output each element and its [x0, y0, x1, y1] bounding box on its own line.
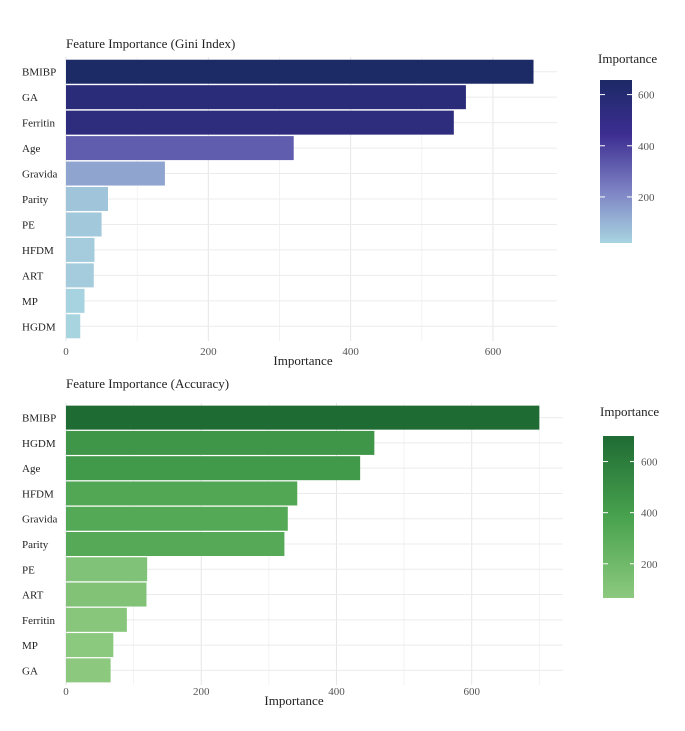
x-tick-label: 0: [63, 686, 69, 698]
category-label: Gravida: [22, 514, 58, 526]
bar-ga: [66, 85, 466, 110]
bar-mp: [66, 633, 114, 658]
x-tick-label: 200: [200, 346, 217, 358]
category-label: ART: [22, 270, 44, 282]
bar-ferritin: [66, 607, 127, 632]
bar-gravida: [66, 161, 165, 186]
category-label: GA: [22, 92, 38, 104]
bar-hgdm: [66, 430, 375, 455]
x-axis-label: Importance: [264, 693, 323, 708]
category-label: HFDM: [22, 488, 54, 500]
bar-parity: [66, 187, 108, 211]
category-label: Parity: [22, 539, 49, 551]
bar-ferritin: [66, 110, 454, 135]
category-label: GA: [22, 665, 38, 677]
legend: Importance 200 400 600: [598, 51, 657, 243]
legend-colorbar: [600, 80, 632, 243]
category-label: Parity: [22, 194, 49, 206]
bars: [66, 405, 540, 683]
legend-tick-label: 400: [641, 508, 658, 520]
x-tick-label: 600: [485, 346, 502, 358]
bar-pe: [66, 557, 148, 582]
legend-tick-label: 600: [641, 457, 658, 469]
category-label: MP: [22, 640, 38, 652]
bar-pe: [66, 212, 102, 237]
bar-hgdm: [66, 314, 81, 339]
bar-age: [66, 456, 361, 481]
bar-ga: [66, 658, 111, 683]
category-label: HGDM: [22, 321, 56, 333]
chart-gini: Feature Importance (Gini Index) BMIBP GA F…: [22, 36, 657, 368]
category-label: Age: [22, 463, 40, 475]
chart-title: Feature Importance (Accuracy): [66, 376, 229, 391]
category-label: Age: [22, 143, 40, 155]
category-label: BMIBP: [22, 67, 56, 79]
chart-title: Feature Importance (Gini Index): [66, 36, 235, 51]
category-label: HGDM: [22, 438, 56, 450]
bar-art: [66, 263, 94, 288]
x-tick-label: 400: [342, 346, 359, 358]
legend-title: Importance: [600, 404, 659, 419]
x-tick-labels: 0 200 400 600: [63, 686, 480, 698]
category-label: Gravida: [22, 169, 58, 181]
category-labels: BMIBP GA Ferritin Age Gravida Parity PE HFDM ART…: [22, 67, 58, 334]
legend-tick-label: 200: [641, 559, 658, 571]
legend-title: Importance: [598, 51, 657, 66]
x-tick-label: 0: [63, 346, 69, 358]
legend: Importance 200 400 600: [600, 404, 659, 598]
category-label: BMIBP: [22, 413, 56, 425]
bar-parity: [66, 532, 285, 556]
category-label: MP: [22, 296, 38, 308]
legend-tick-label: 600: [638, 90, 655, 102]
category-label: Ferritin: [22, 615, 55, 627]
legend-colorbar: [603, 436, 634, 598]
x-tick-label: 600: [463, 686, 480, 698]
bars: [66, 59, 534, 339]
category-label: ART: [22, 590, 44, 602]
bar-mp: [66, 288, 85, 313]
x-tick-labels: 0 200 400 600: [63, 346, 501, 358]
bar-hfdm: [66, 481, 298, 506]
category-label: PE: [22, 564, 35, 576]
category-label: Ferritin: [22, 118, 55, 130]
legend-ticks: 200 400 600: [603, 457, 658, 571]
bar-hfdm: [66, 237, 95, 262]
bar-gravida: [66, 506, 288, 531]
legend-tick-label: 400: [638, 141, 655, 153]
legend-tick-label: 200: [638, 192, 655, 204]
x-axis-label: Importance: [273, 353, 332, 368]
legend-ticks: 200 400 600: [600, 90, 655, 204]
x-tick-label: 200: [193, 686, 210, 698]
category-labels: BMIBP HGDM Age HFDM Gravida Parity PE ART Ferrit…: [22, 413, 58, 678]
bar-age: [66, 136, 294, 161]
x-tick-label: 400: [328, 686, 345, 698]
chart-accuracy: Feature Importance (Accuracy) BMIBP HGDM A…: [22, 376, 659, 708]
bar-bmibp: [66, 405, 540, 430]
bar-art: [66, 582, 147, 607]
bar-bmibp: [66, 59, 534, 84]
category-label: HFDM: [22, 245, 54, 257]
category-label: PE: [22, 219, 35, 231]
